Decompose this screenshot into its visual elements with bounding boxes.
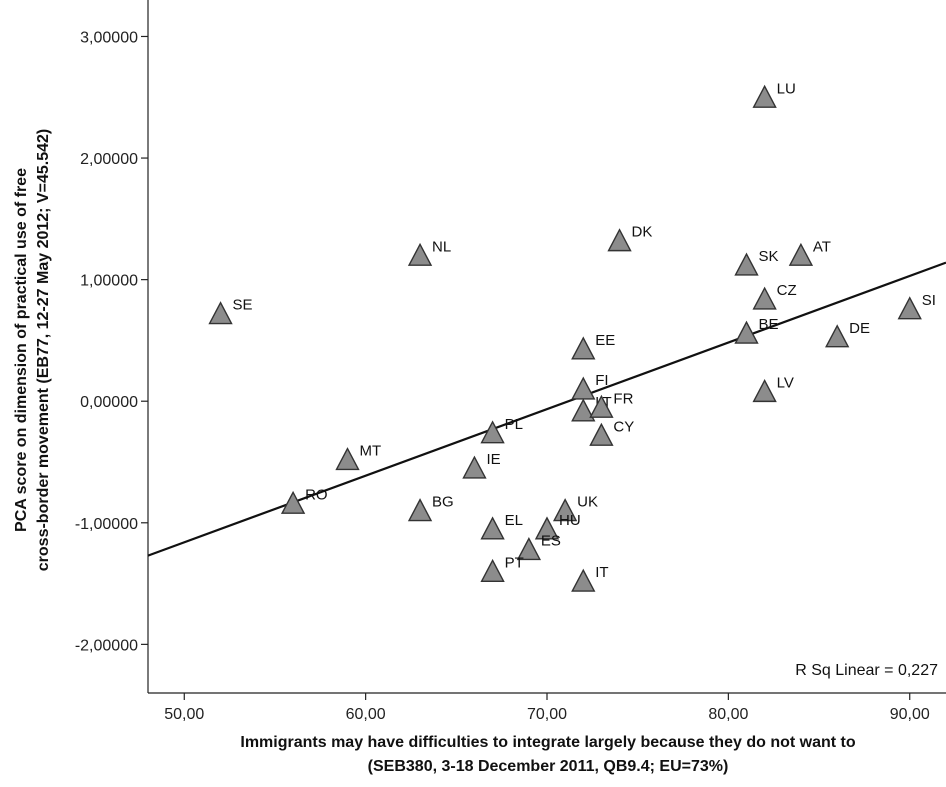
- data-point-hu: [534, 516, 560, 540]
- point-label-fi: FI: [595, 372, 608, 389]
- x-axis-title-line-2: (SEB380, 3-18 December 2011, QB9.4; EU=7…: [368, 758, 729, 775]
- data-point-si: [897, 296, 922, 320]
- data-point-fr: [589, 394, 614, 418]
- y-tick-label: 2,00000: [80, 151, 138, 168]
- data-point-cz: [752, 286, 777, 310]
- point-label-se: SE: [233, 297, 253, 314]
- point-label-cy: CY: [613, 418, 634, 435]
- data-point-bg: [407, 498, 433, 522]
- y-tick-label: -1,00000: [75, 516, 138, 533]
- data-point-lv: [752, 378, 777, 403]
- point-label-fr: FR: [613, 390, 633, 407]
- data-point-ie: [462, 455, 487, 479]
- data-point-it: [571, 568, 596, 592]
- point-label-es: ES: [541, 533, 561, 550]
- r-squared-annotation: R Sq Linear = 0,227: [795, 662, 938, 679]
- point-label-nl: NL: [432, 238, 451, 255]
- points-layer: LUDKNLSKATSECZSIBEDEEEFILVLTFRCYPLMTIEBG…: [208, 80, 936, 592]
- point-label-lu: LU: [777, 80, 796, 97]
- x-tick-label: 50,00: [164, 706, 204, 723]
- data-point-ro: [280, 490, 306, 514]
- point-label-ee: EE: [595, 332, 615, 349]
- point-label-at: AT: [813, 238, 831, 255]
- data-point-uk: [552, 498, 578, 522]
- point-label-de: DE: [849, 320, 870, 337]
- point-label-lv: LV: [777, 374, 794, 391]
- data-point-lt: [571, 398, 596, 422]
- point-label-be: BE: [759, 316, 779, 333]
- data-point-cy: [589, 422, 614, 446]
- point-label-it: IT: [595, 564, 608, 581]
- point-label-sk: SK: [759, 248, 779, 265]
- x-axis-title-line-1: Immigrants may have difficulties to inte…: [240, 734, 855, 751]
- point-label-pt: PT: [505, 554, 524, 571]
- x-tick-label: 60,00: [346, 706, 386, 723]
- y-axis-title-line-1: PCA score on dimension of practical use …: [13, 168, 30, 532]
- plot-area: [148, 0, 946, 693]
- x-tick-label: 80,00: [708, 706, 748, 723]
- data-point-lu: [752, 84, 777, 108]
- data-point-be: [734, 320, 759, 344]
- y-tick-label: 3,00000: [80, 29, 138, 46]
- data-point-sk: [734, 252, 759, 276]
- point-label-mt: MT: [360, 443, 382, 460]
- data-point-nl: [407, 242, 433, 266]
- point-label-si: SI: [922, 292, 936, 309]
- y-tick-label: -2,00000: [75, 637, 138, 654]
- data-point-es: [516, 537, 542, 561]
- data-point-dk: [607, 228, 632, 252]
- data-point-mt: [335, 447, 360, 471]
- y-axis-title-line-2: cross-border movement (EB77, 12-27 May 2…: [35, 129, 52, 571]
- y-tick-label: 0,00000: [80, 394, 138, 411]
- point-label-ro: RO: [305, 486, 328, 503]
- point-label-dk: DK: [632, 224, 653, 241]
- data-point-el: [480, 516, 505, 540]
- x-tick-label: 70,00: [527, 706, 567, 723]
- point-label-pl: PL: [505, 416, 523, 433]
- fit-line-layer: [147, 261, 946, 557]
- point-label-cz: CZ: [777, 282, 797, 299]
- data-point-pl: [480, 420, 505, 444]
- data-point-de: [825, 324, 850, 348]
- point-label-uk: UK: [577, 494, 598, 511]
- axes-layer: -2,00000 -1,00000 0,00000 1,00000 2,00000 3,0…: [75, 0, 946, 723]
- data-point-se: [208, 301, 233, 325]
- data-point-pt: [480, 558, 505, 583]
- linear-fit-line: [147, 261, 946, 557]
- y-tick-label: 1,00000: [80, 273, 138, 290]
- point-label-ie: IE: [486, 451, 500, 468]
- x-tick-label: 90,00: [890, 706, 930, 723]
- point-label-el: EL: [505, 512, 523, 529]
- data-point-ee: [571, 336, 596, 360]
- data-point-at: [788, 242, 814, 266]
- point-label-hu: HU: [559, 512, 581, 529]
- point-label-bg: BG: [432, 494, 454, 511]
